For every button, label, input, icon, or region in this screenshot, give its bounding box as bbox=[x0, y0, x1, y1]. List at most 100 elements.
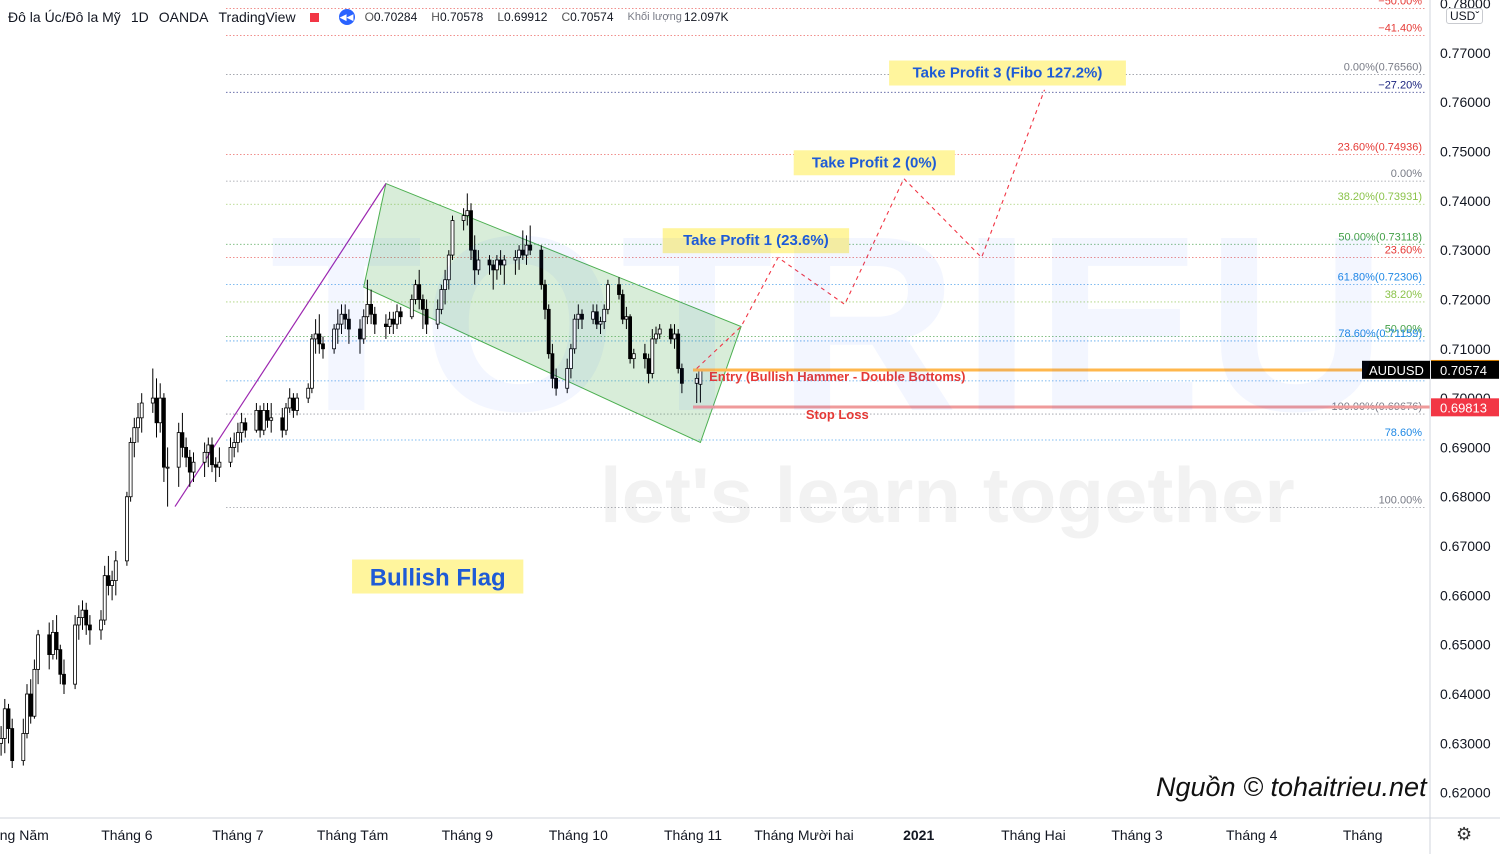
fib-level-label: 0.00% bbox=[1391, 168, 1422, 180]
candle bbox=[624, 306, 629, 330]
candle bbox=[84, 602, 89, 635]
candle bbox=[150, 368, 155, 413]
candle bbox=[128, 437, 133, 502]
candle bbox=[6, 703, 11, 744]
candle-body bbox=[346, 318, 351, 330]
candle-body bbox=[165, 466, 170, 469]
y-tick-label: 0.62000 bbox=[1440, 785, 1491, 801]
candle-body bbox=[47, 634, 52, 655]
candle bbox=[76, 605, 81, 640]
candle bbox=[469, 203, 473, 261]
candle bbox=[643, 343, 647, 369]
candle bbox=[165, 447, 170, 507]
candle bbox=[335, 309, 340, 344]
candle-body bbox=[409, 299, 414, 318]
candle-body bbox=[372, 313, 377, 325]
candle-body bbox=[306, 387, 311, 399]
candle bbox=[491, 260, 496, 290]
candle bbox=[132, 417, 137, 458]
candle-body bbox=[591, 311, 595, 320]
candle bbox=[617, 277, 621, 300]
candle-body bbox=[313, 333, 318, 340]
annotation[interactable]: Stop Loss bbox=[806, 407, 869, 422]
y-tick-label: 0.72000 bbox=[1440, 291, 1491, 307]
candle-body bbox=[6, 708, 11, 729]
candle bbox=[546, 304, 551, 359]
candle bbox=[243, 417, 248, 438]
candle-body bbox=[494, 259, 499, 271]
gear-icon[interactable]: ⚙ bbox=[1456, 824, 1473, 844]
candle bbox=[332, 324, 337, 354]
interval[interactable]: 1D bbox=[130, 9, 149, 25]
annotation[interactable]: Take Profit 3 (Fibo 127.2%) bbox=[889, 60, 1126, 86]
candle bbox=[232, 432, 237, 458]
candle-body bbox=[150, 397, 155, 404]
annotation[interactable]: Take Profit 2 (0%) bbox=[793, 150, 955, 176]
candle-body bbox=[413, 284, 418, 300]
candle-body bbox=[435, 308, 440, 325]
candle-body bbox=[76, 617, 81, 626]
annotation-background bbox=[352, 559, 524, 594]
y-tick-label: 0.76000 bbox=[1440, 94, 1491, 110]
candle bbox=[88, 615, 92, 645]
x-tick-label: Tháng bbox=[1343, 827, 1383, 843]
candle-body bbox=[424, 308, 429, 325]
candle-body bbox=[232, 442, 237, 448]
fib-level-label: 23.60% bbox=[1385, 245, 1423, 257]
candle bbox=[184, 437, 189, 468]
annotation[interactable]: Take Profit 1 (23.6%) bbox=[662, 228, 850, 254]
candle-body bbox=[261, 410, 266, 431]
candle bbox=[113, 550, 118, 596]
currency-select[interactable]: USDˇ bbox=[1446, 8, 1484, 24]
candle bbox=[254, 403, 259, 433]
candle bbox=[321, 336, 325, 359]
annotation-text: Take Profit 1 (23.6%) bbox=[683, 232, 829, 249]
y-tick-label: 0.75000 bbox=[1440, 143, 1491, 159]
candle bbox=[443, 269, 448, 305]
candle-body bbox=[332, 328, 337, 350]
y-tick-label: 0.67000 bbox=[1440, 538, 1491, 554]
annotation[interactable]: Entry (Bullish Hammer - Double Bottoms) bbox=[709, 369, 965, 384]
price-tag-bg bbox=[1431, 398, 1499, 417]
candle bbox=[309, 333, 314, 394]
candle bbox=[498, 250, 503, 275]
annotation-background bbox=[662, 228, 850, 254]
candle bbox=[517, 245, 521, 270]
annotation-background bbox=[793, 150, 955, 176]
candle-body bbox=[631, 353, 636, 360]
candle-body bbox=[291, 397, 296, 411]
candle-body bbox=[51, 631, 55, 655]
candle-body bbox=[528, 244, 533, 251]
price-tag: 0.69813 bbox=[1431, 398, 1499, 417]
candle-body bbox=[502, 259, 507, 266]
y-tick-label: 0.69000 bbox=[1440, 439, 1491, 455]
candle bbox=[210, 437, 214, 473]
ohlc-open: O0.70284 bbox=[364, 10, 418, 24]
candle-body bbox=[476, 259, 481, 271]
candle-body bbox=[646, 358, 651, 374]
x-tick-label: Tháng 3 bbox=[1111, 827, 1163, 843]
candle-body bbox=[335, 323, 340, 330]
candle-body bbox=[128, 442, 133, 498]
candle bbox=[461, 208, 466, 231]
candle-body bbox=[391, 318, 396, 325]
price-tag-value: 0.69813 bbox=[1440, 400, 1487, 415]
candle-body bbox=[269, 417, 274, 421]
candle bbox=[32, 659, 37, 719]
symbol-name[interactable]: Đô la Úc/Đô la Mỹ bbox=[8, 9, 121, 25]
annotation[interactable]: Bullish Flag bbox=[352, 559, 524, 594]
candle-body bbox=[161, 397, 166, 468]
candle-body bbox=[487, 259, 492, 266]
flag-channel[interactable] bbox=[363, 182, 742, 444]
candle bbox=[28, 679, 33, 724]
fib-level-label: 50.00% bbox=[1385, 323, 1423, 335]
candle-body bbox=[84, 609, 89, 626]
rewind-icon[interactable]: ◀◀ bbox=[338, 9, 355, 25]
candle bbox=[176, 422, 181, 487]
candle bbox=[0, 726, 3, 756]
candle-body bbox=[361, 316, 366, 340]
candle-body bbox=[110, 580, 114, 586]
candle-body bbox=[191, 461, 196, 473]
candle bbox=[576, 304, 581, 330]
